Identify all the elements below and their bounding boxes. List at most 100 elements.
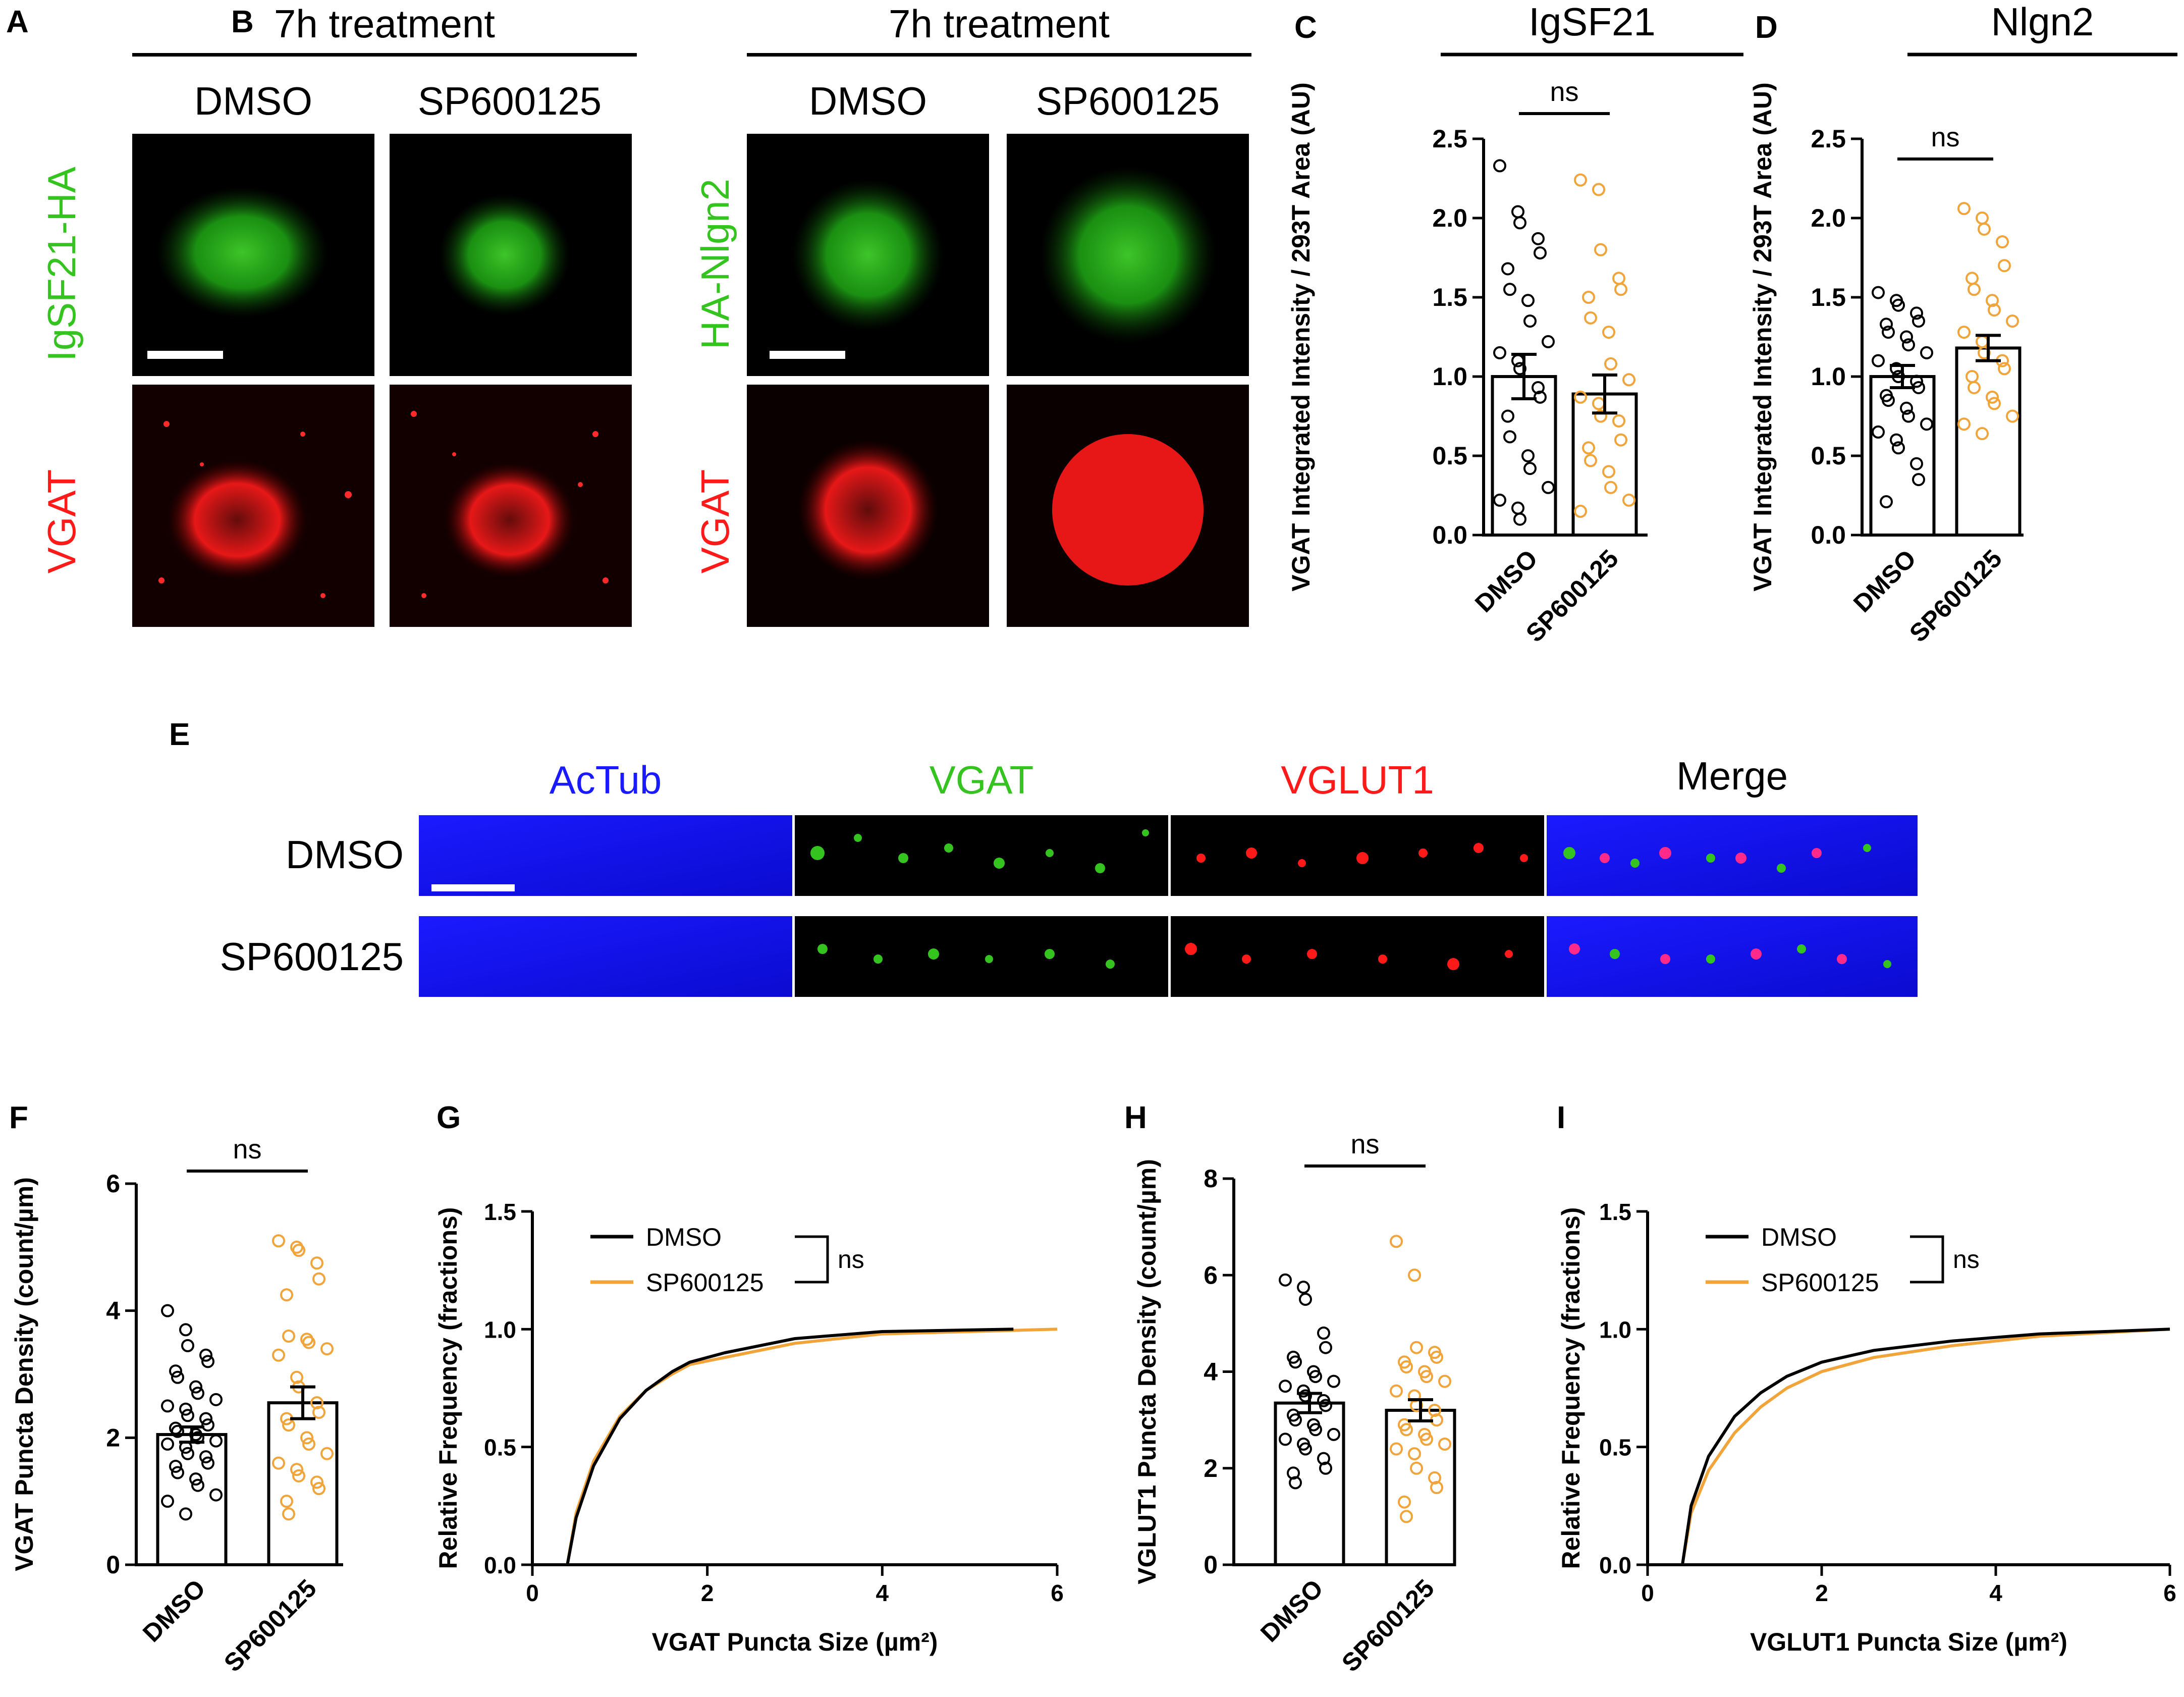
data-point bbox=[1998, 259, 2011, 273]
y-tick-label: 6 bbox=[106, 1170, 120, 1198]
data-point bbox=[282, 1330, 295, 1343]
data-point bbox=[1501, 262, 1514, 276]
x-axis-label: VGLUT1 Puncta Size (µm²) bbox=[1750, 1628, 2067, 1656]
data-point bbox=[1299, 1442, 1312, 1456]
data-point bbox=[1574, 390, 1587, 404]
x-tick-label: 4 bbox=[876, 1580, 889, 1606]
legend-label: DMSO bbox=[646, 1223, 722, 1251]
panel-a-header: 7h treatment bbox=[274, 2, 495, 46]
data-point bbox=[1976, 427, 1989, 441]
data-point bbox=[1319, 1399, 1332, 1412]
data-point bbox=[310, 1256, 323, 1270]
data-point bbox=[1622, 373, 1635, 387]
chart-c: C IgSF21 0.0 0.5 1.0 1.5 2.0 2.5 VGAT Integrated… bbox=[1287, 0, 1743, 648]
data-point bbox=[161, 1495, 174, 1508]
panel-e-col-vglut1: VGLUT1 bbox=[1281, 758, 1434, 802]
data-point bbox=[161, 1399, 174, 1413]
y-tick-label: 1.0 bbox=[484, 1316, 516, 1343]
data-point bbox=[1582, 441, 1595, 455]
data-point bbox=[2006, 409, 2019, 423]
data-point bbox=[199, 1450, 212, 1464]
y-tick-label: 4 bbox=[1204, 1358, 1218, 1386]
data-point bbox=[1872, 425, 1885, 439]
data-point bbox=[320, 1342, 334, 1356]
data-point bbox=[1976, 211, 1989, 225]
y-tick-label: 2.0 bbox=[1811, 204, 1846, 232]
data-point bbox=[1523, 462, 1537, 475]
data-point bbox=[1910, 457, 1923, 470]
panel-e-row-dmso: DMSO bbox=[286, 832, 404, 877]
data-point bbox=[312, 1482, 325, 1495]
data-point bbox=[310, 1475, 323, 1489]
data-point bbox=[282, 1507, 295, 1521]
y-tick-label: 0.0 bbox=[1599, 1552, 1631, 1578]
panel-b-nlgn2-sp600125-image bbox=[1007, 134, 1249, 376]
data-point bbox=[1912, 314, 1925, 328]
significance-label: ns bbox=[233, 1134, 261, 1164]
significance-label: ns bbox=[1550, 77, 1578, 107]
data-point bbox=[1592, 397, 1605, 410]
data-point bbox=[1614, 433, 1627, 447]
y-tick-label: 1.0 bbox=[1599, 1316, 1631, 1343]
y-tick-label: 6 bbox=[1204, 1261, 1218, 1289]
data-point bbox=[1279, 1273, 1292, 1287]
data-point bbox=[1289, 1413, 1302, 1427]
x-tick-label: 4 bbox=[1989, 1580, 2002, 1606]
data-point bbox=[1299, 1293, 1312, 1306]
data-point bbox=[1882, 394, 1895, 407]
data-point bbox=[2006, 314, 2019, 328]
data-point bbox=[312, 1406, 325, 1419]
data-point bbox=[1319, 1341, 1332, 1354]
data-point bbox=[272, 1234, 285, 1248]
y-tick-label: 1.5 bbox=[1811, 283, 1846, 311]
series-line-sp600125 bbox=[566, 1328, 1058, 1565]
x-tick-label: 0 bbox=[1641, 1580, 1654, 1606]
data-point bbox=[1902, 409, 1915, 423]
x-tick-label: 2 bbox=[701, 1580, 714, 1606]
data-point bbox=[282, 1418, 295, 1432]
data-point bbox=[1438, 1374, 1451, 1388]
data-point bbox=[1523, 314, 1537, 328]
data-point bbox=[161, 1437, 174, 1451]
panel-e-col-actub: AcTub bbox=[549, 758, 662, 802]
data-point bbox=[1521, 449, 1535, 462]
data-point bbox=[1872, 354, 1885, 367]
data-point bbox=[209, 1393, 223, 1406]
panel-e-actub-sp600125-image bbox=[419, 916, 792, 997]
data-point bbox=[1317, 1327, 1330, 1340]
panel-letter-e: E bbox=[169, 717, 190, 752]
data-point bbox=[1438, 1437, 1451, 1451]
chart-g: G 0.0 0.5 1.0 1.5 0 2 4 6 VGAT Puncta Size (µm²) R… bbox=[434, 1100, 1064, 1656]
data-point bbox=[1534, 390, 1547, 404]
data-point bbox=[292, 1244, 305, 1257]
data-point bbox=[1892, 298, 1905, 312]
data-point bbox=[1902, 338, 1915, 352]
y-tick-label: 2 bbox=[1204, 1454, 1218, 1482]
data-point bbox=[1279, 1433, 1292, 1446]
data-point bbox=[1996, 235, 2009, 249]
data-point bbox=[1594, 409, 1607, 423]
data-point bbox=[1574, 173, 1587, 187]
data-point bbox=[161, 1304, 174, 1317]
data-point bbox=[1900, 401, 1913, 415]
scale-bar bbox=[431, 884, 515, 891]
data-point bbox=[189, 1472, 202, 1486]
y-tick-label: 1.5 bbox=[484, 1199, 516, 1225]
panel-e-actub-dmso-image bbox=[419, 815, 792, 896]
data-point bbox=[1513, 216, 1526, 230]
data-point bbox=[169, 1364, 182, 1378]
data-point bbox=[1602, 465, 1615, 479]
panel-a-vgat-dmso-image bbox=[132, 385, 374, 627]
data-point bbox=[179, 1507, 192, 1521]
panel-letter-h: H bbox=[1124, 1100, 1147, 1135]
panel-letter-g: G bbox=[436, 1100, 461, 1135]
panel-b-vgat-dmso-image bbox=[747, 385, 989, 627]
data-point bbox=[1998, 362, 2011, 376]
data-point bbox=[1892, 441, 1905, 455]
panel-b-header-rule bbox=[747, 53, 1251, 57]
data-point bbox=[1957, 417, 1971, 431]
legend-bracket bbox=[1910, 1235, 1944, 1284]
data-point bbox=[272, 1456, 285, 1470]
data-point bbox=[1978, 222, 1991, 236]
panel-e-vgat-dmso-image bbox=[795, 815, 1168, 896]
